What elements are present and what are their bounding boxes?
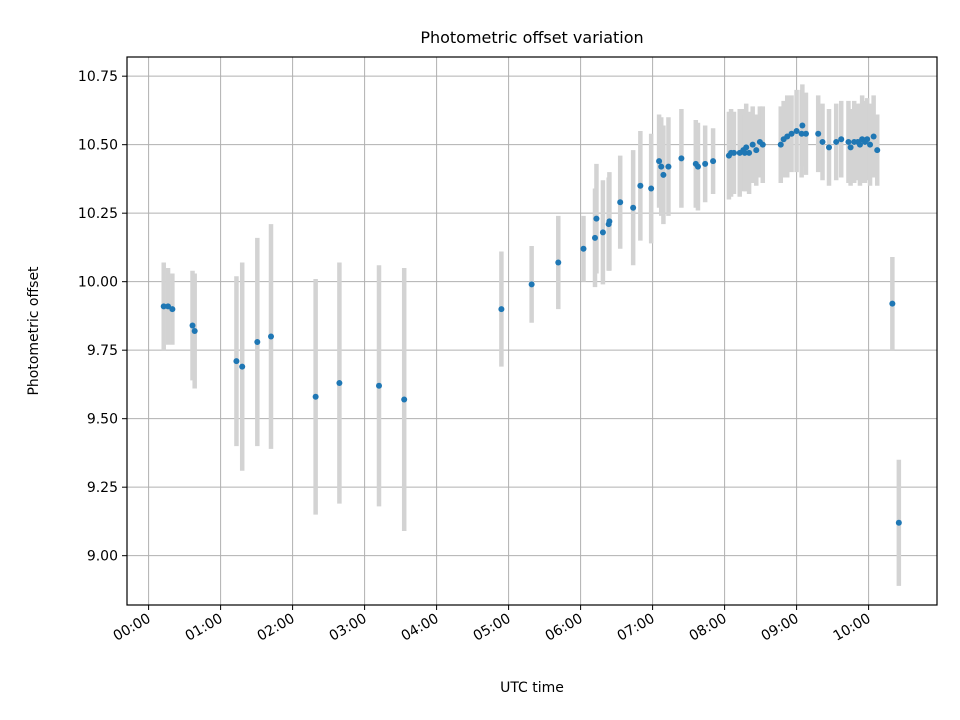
data-point: [254, 338, 261, 345]
y-tick-label: 10.00: [78, 275, 118, 291]
data-point: [799, 122, 806, 129]
data-point: [165, 303, 172, 310]
data-point: [678, 155, 685, 162]
data-point: [741, 149, 748, 156]
data-point: [239, 363, 246, 370]
data-point: [743, 144, 750, 151]
data-point: [593, 215, 600, 222]
y-tick-label: 9.25: [87, 480, 118, 496]
data-point: [401, 396, 408, 403]
data-point: [606, 218, 613, 225]
data-point: [637, 182, 644, 189]
data-point: [658, 163, 665, 170]
data-point: [592, 234, 598, 241]
data-point: [702, 160, 709, 167]
data-point: [336, 380, 343, 387]
data-point: [777, 141, 784, 148]
y-tick-label: 9.00: [87, 549, 118, 565]
data-point: [788, 130, 795, 137]
data-point: [759, 141, 766, 148]
plot-frame: [126, 56, 938, 606]
data-point: [191, 328, 198, 334]
y-tick-label: 9.75: [87, 343, 118, 359]
data-point: [599, 229, 606, 236]
data-point: [617, 199, 624, 206]
data-point: [648, 185, 655, 192]
y-tick-label: 10.25: [78, 206, 118, 222]
y-axis-label: Photometric offset: [26, 266, 42, 396]
data-point: [749, 141, 756, 148]
data-point: [819, 138, 826, 145]
y-tick-label: 10.75: [78, 69, 118, 85]
data-point: [867, 141, 874, 148]
data-point: [630, 204, 637, 211]
data-point: [864, 136, 871, 143]
data-point: [580, 245, 587, 252]
data-point: [753, 147, 760, 154]
data-point: [665, 163, 672, 170]
data-point: [874, 147, 881, 154]
data-point: [312, 393, 319, 400]
data-point: [660, 171, 667, 178]
data-point: [798, 130, 805, 137]
data-point: [895, 519, 902, 526]
data-point: [845, 138, 852, 145]
data-point: [847, 144, 854, 151]
data-point: [793, 127, 800, 134]
data-point: [838, 136, 845, 143]
data-point: [268, 333, 274, 340]
data-point: [528, 281, 535, 288]
data-point: [833, 138, 840, 145]
data-point: [656, 158, 663, 165]
data-point: [710, 158, 717, 165]
data-point: [160, 303, 167, 310]
data-point: [784, 133, 791, 140]
data-point: [730, 149, 737, 156]
data-point: [189, 322, 196, 329]
data-point: [233, 358, 240, 365]
data-point: [815, 130, 822, 137]
data-point: [826, 144, 832, 151]
x-axis-label: UTC time: [500, 680, 564, 696]
data-point: [376, 382, 382, 389]
data-point: [856, 141, 863, 148]
data-points: [160, 122, 902, 526]
y-tick-label: 9.50: [87, 412, 118, 428]
data-point: [169, 306, 176, 313]
y-axis-ticks: 9.00 9.25 9.50 9.75 10.00 10.25 10.50 10.75: [78, 69, 127, 565]
data-point: [870, 133, 877, 140]
y-tick-label: 10.50: [78, 138, 118, 154]
data-point: [889, 300, 896, 307]
data-point: [694, 163, 701, 170]
data-point: [746, 149, 753, 156]
data-point: [802, 130, 809, 137]
chart-title: Photometric offset variation: [420, 28, 643, 47]
data-point: [555, 259, 562, 266]
data-point: [498, 306, 505, 313]
